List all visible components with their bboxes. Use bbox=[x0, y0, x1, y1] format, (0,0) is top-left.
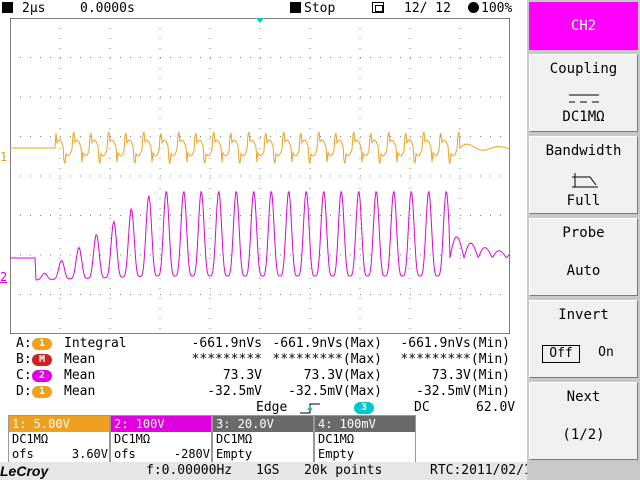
ch3-settings-box[interactable]: 3: 20.0V DC1MΩ Empty bbox=[212, 415, 314, 463]
ch2-settings-box[interactable]: 2: 100V DC1MΩ ofs -280V bbox=[110, 415, 212, 463]
brand-logo: LeCroy bbox=[0, 463, 49, 479]
coupling-value: DC1MΩ bbox=[562, 109, 605, 125]
coupling-title: Coupling bbox=[549, 61, 618, 77]
measurement-row-c[interactable]: C: 2 Mean 73.3V 73.3V(Max) 73.3V(Min) bbox=[16, 368, 510, 383]
ch4-scale: 4: 100mV bbox=[315, 416, 415, 432]
zoom-readout[interactable]: 100% bbox=[468, 0, 512, 17]
sample-rate: 1GS bbox=[256, 463, 280, 478]
ch2-scale: 2: 100V bbox=[111, 416, 211, 432]
trigger-type: Edge bbox=[256, 400, 288, 415]
bandwidth-filter-icon bbox=[572, 173, 598, 188]
ch2-offset-row: ofs -280V bbox=[114, 447, 210, 462]
probe-button[interactable]: Probe Auto bbox=[529, 218, 638, 296]
trigger-info[interactable]: Edge 3 DC 62.0V bbox=[0, 400, 527, 416]
stop-icon bbox=[290, 2, 301, 13]
status-bar: 2µs 0.0000s Stop 12/ 12 100% bbox=[0, 0, 527, 17]
delay-readout[interactable]: 0.0000s bbox=[80, 1, 135, 16]
next-title: Next bbox=[566, 389, 601, 405]
ch4-settings-box[interactable]: 4: 100mV DC1MΩ Empty bbox=[314, 415, 416, 463]
trigger-frequency: f:0.00000Hz bbox=[146, 463, 233, 478]
bandwidth-title: Bandwidth bbox=[545, 143, 622, 159]
timebase-readout[interactable]: 2µs bbox=[2, 0, 45, 17]
ch1-ground-marker[interactable]: 1 bbox=[0, 150, 8, 164]
invert-off-option[interactable]: Off bbox=[542, 345, 580, 363]
ch2-coupling: DC1MΩ bbox=[114, 432, 151, 446]
acquisition-counter[interactable]: 12/ 12 bbox=[372, 0, 451, 17]
source-badge-ch1: 1 bbox=[32, 386, 52, 398]
probe-value: Auto bbox=[566, 263, 601, 279]
timebase-square-icon bbox=[2, 2, 13, 13]
zoom-gear-icon bbox=[468, 2, 479, 13]
trigger-source-badge: 3 bbox=[354, 402, 374, 414]
trigger-coupling: DC bbox=[414, 400, 430, 415]
measurement-row-d[interactable]: D: 1 Mean -32.5mV -32.5mV(Max) -32.5mV(M… bbox=[16, 384, 510, 399]
source-badge-ch2: 2 bbox=[32, 370, 52, 382]
measurement-row-a[interactable]: A: 1 Integral -661.9nVs -661.9nVs(Max) -… bbox=[16, 336, 510, 351]
ch1-coupling: DC1MΩ bbox=[12, 432, 49, 446]
menu-header-ch2[interactable]: CH2 bbox=[529, 2, 638, 50]
invert-on-option[interactable]: On bbox=[598, 345, 614, 360]
ch3-scale: 3: 20.0V bbox=[213, 416, 313, 432]
coupling-button[interactable]: Coupling DC1MΩ bbox=[529, 54, 638, 132]
ch3-coupling: DC1MΩ bbox=[216, 432, 253, 446]
source-badge-ch1: 1 bbox=[32, 338, 52, 350]
record-length: 20k points bbox=[304, 463, 383, 478]
trigger-position-marker bbox=[256, 18, 264, 23]
menu-page-indicator: (1/2) bbox=[562, 427, 605, 443]
ch2-trace bbox=[10, 191, 510, 281]
ch1-trace bbox=[10, 131, 510, 164]
source-badge-math: M bbox=[32, 354, 52, 366]
ch4-coupling: DC1MΩ bbox=[318, 432, 355, 446]
bandwidth-button[interactable]: Bandwidth Full bbox=[529, 136, 638, 214]
ch1-scale: 1: 5.00V bbox=[9, 416, 109, 432]
rising-edge-icon bbox=[300, 403, 320, 414]
ch2-offset-label: ofs bbox=[114, 447, 136, 461]
measurement-row-b[interactable]: B: M Mean ********* *********(Max) *****… bbox=[16, 352, 510, 367]
probe-title: Probe bbox=[562, 225, 605, 241]
next-page-button[interactable]: Next (1/2) bbox=[529, 382, 638, 460]
ch1-offset-value: 3.60V bbox=[71, 447, 108, 461]
trigger-level: 62.0V bbox=[476, 400, 516, 415]
measurement-table: A: 1 Integral -661.9nVs -661.9nVs(Max) -… bbox=[0, 336, 527, 402]
ch2-ground-marker[interactable]: 2 bbox=[0, 270, 8, 284]
channel-menu: CH2 Coupling DC1MΩ Bandwidth Full Probe … bbox=[527, 0, 640, 480]
ch4-status: Empty bbox=[318, 447, 355, 461]
invert-title: Invert bbox=[558, 307, 609, 323]
ch1-offset-row: ofs 3.60V bbox=[12, 447, 108, 462]
bandwidth-value: Full bbox=[566, 193, 601, 209]
history-stack-icon bbox=[372, 2, 384, 13]
ch1-offset-label: ofs bbox=[12, 447, 34, 461]
run-state[interactable]: Stop bbox=[290, 0, 335, 17]
ch3-status: Empty bbox=[216, 447, 253, 461]
ch1-settings-box[interactable]: 1: 5.00V DC1MΩ ofs 3.60V bbox=[8, 415, 110, 463]
ch2-offset-value: -280V bbox=[173, 447, 210, 461]
invert-button[interactable]: Invert Off On bbox=[529, 300, 638, 378]
waveform-display[interactable] bbox=[10, 18, 510, 334]
graticule bbox=[10, 18, 510, 334]
dc-coupling-icon bbox=[569, 94, 599, 103]
